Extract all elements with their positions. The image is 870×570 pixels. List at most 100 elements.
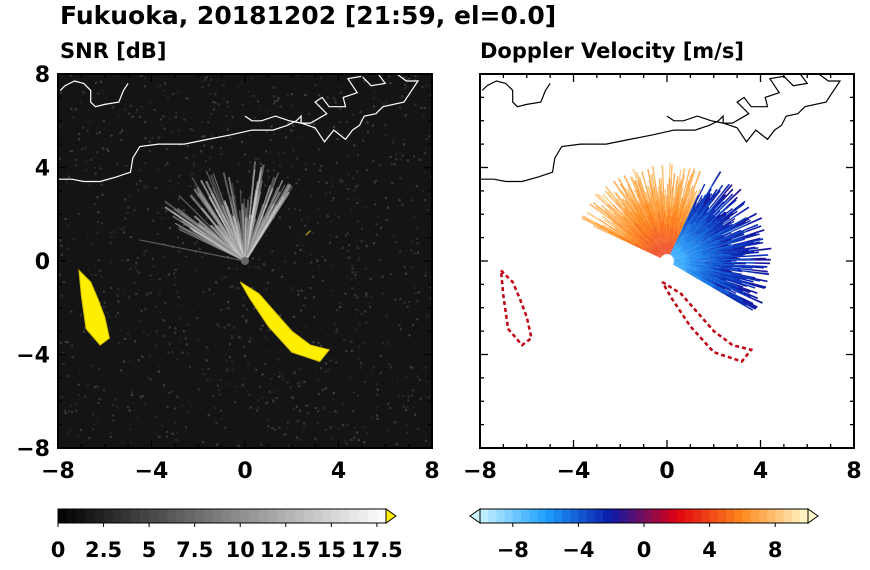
velocity-cell [667, 242, 670, 255]
velocity-cell [700, 222, 709, 230]
velocity-cell [599, 219, 613, 228]
velocity-cell [659, 240, 665, 255]
noise-speck [410, 394, 413, 397]
velocity-cell [684, 238, 697, 248]
noise-speck [101, 307, 104, 310]
velocity-cell [632, 225, 643, 236]
velocity-cell [720, 210, 734, 221]
colorbar-cell [331, 509, 341, 523]
noise-speck [220, 157, 223, 160]
velocity-cell [640, 213, 647, 224]
noise-speck [276, 99, 279, 102]
velocity-cell [654, 244, 663, 256]
noise-speck [266, 169, 269, 172]
colorbar-cell [185, 509, 196, 523]
noise-speck [176, 357, 179, 360]
velocity-cell [649, 243, 656, 250]
noise-speck [278, 375, 281, 378]
noise-speck [186, 97, 189, 100]
noise-speck [175, 112, 178, 115]
velocity-cell [682, 237, 694, 248]
velocity-cell [649, 202, 654, 214]
noise-speck [356, 394, 360, 397]
velocity-cell [616, 229, 625, 235]
noise-speck [185, 156, 188, 159]
velocity-cell [690, 210, 699, 223]
noise-speck [81, 148, 84, 151]
velocity-cell [666, 244, 667, 254]
velocity-cell [684, 238, 697, 249]
noise-speck [100, 275, 103, 278]
noise-speck [60, 294, 63, 297]
velocity-cell [616, 202, 627, 214]
noise-speck [393, 137, 396, 140]
velocity-cell [713, 184, 724, 198]
noise-speck [354, 170, 357, 173]
noise-speck [278, 164, 282, 168]
x-tick-label: 4 [331, 459, 346, 484]
noise-speck [382, 81, 385, 84]
noise-speck [407, 399, 410, 402]
noise-speck [298, 385, 301, 388]
velocity-cell [628, 225, 640, 236]
velocity-cell [654, 223, 659, 234]
velocity-cell [644, 224, 651, 235]
noise-speck [70, 310, 73, 313]
noise-speck [348, 244, 351, 247]
velocity-cell [623, 234, 637, 243]
noise-speck [353, 436, 356, 439]
velocity-cell [665, 241, 667, 254]
noise-speck [363, 80, 366, 83]
velocity-cell [715, 235, 730, 242]
velocity-cell [749, 283, 765, 289]
noise-speck [207, 367, 210, 370]
noise-speck [178, 317, 181, 320]
noise-speck [75, 108, 78, 111]
noise-speck [290, 396, 293, 399]
velocity-cell [581, 217, 596, 226]
noise-speck [216, 443, 219, 446]
velocity-cell [735, 206, 750, 217]
velocity-cell [654, 180, 658, 196]
velocity-cell [631, 213, 640, 225]
noise-speck [64, 217, 67, 220]
noise-speck [299, 289, 302, 292]
noise-speck [146, 185, 149, 188]
noise-speck [203, 272, 206, 275]
noise-speck [259, 162, 262, 165]
noise-speck [227, 136, 231, 139]
noise-speck [252, 287, 255, 290]
noise-speck [97, 387, 100, 390]
colorbar-tick-label: 5 [142, 538, 157, 562]
noise-speck [380, 226, 383, 229]
noise-speck [241, 81, 244, 84]
noise-speck [390, 243, 393, 246]
velocity-cell [652, 244, 663, 256]
echo-region-1 [239, 281, 330, 363]
colorbar-cell [553, 509, 563, 523]
velocity-cell [673, 255, 686, 260]
noise-speck [316, 92, 319, 95]
noise-speck [329, 426, 332, 429]
noise-speck [209, 92, 212, 95]
noise-speck [84, 91, 87, 94]
noise-speck [67, 186, 70, 189]
velocity-cell [623, 216, 631, 224]
velocity-cell [723, 220, 735, 228]
velocity-cell [727, 293, 743, 303]
noise-speck [218, 388, 221, 391]
velocity-cell [595, 222, 609, 231]
colorbar-cell [149, 509, 159, 523]
noise-speck [148, 140, 151, 143]
noise-speck [290, 104, 293, 107]
velocity-cell [701, 235, 711, 242]
noise-speck [220, 417, 223, 421]
velocity-cell [717, 277, 727, 281]
noise-speck [296, 420, 299, 423]
noise-speck [303, 422, 306, 425]
velocity-cell [617, 198, 626, 209]
velocity-cell [655, 234, 660, 245]
noise-speck [406, 159, 409, 162]
velocity-cell [720, 217, 731, 225]
velocity-cell [674, 260, 690, 261]
